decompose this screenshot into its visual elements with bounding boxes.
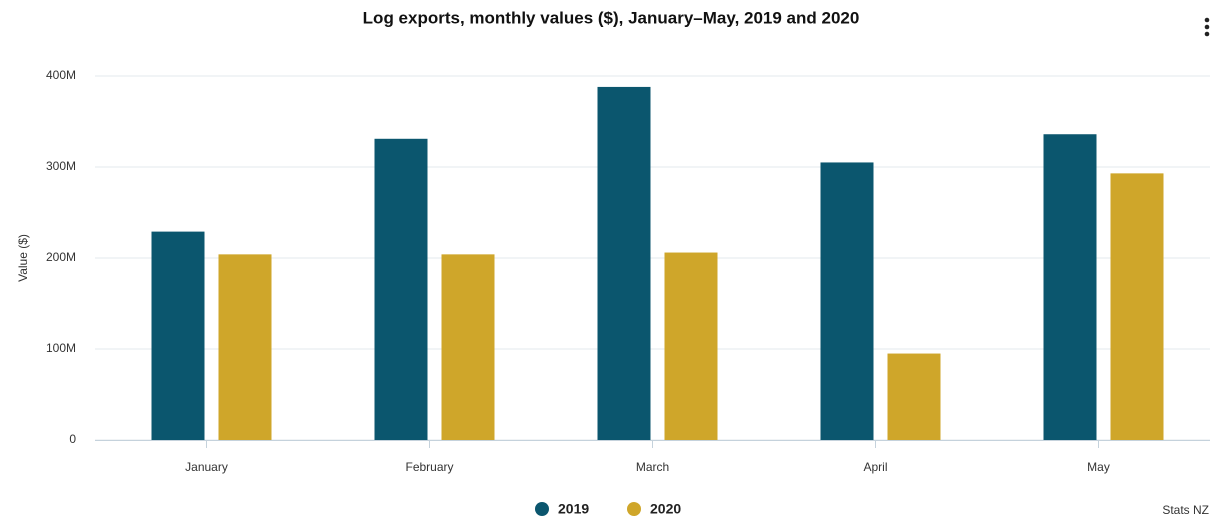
menu-button[interactable] <box>1204 17 1210 37</box>
x-tick-label: April <box>863 460 887 474</box>
x-tick-label: March <box>636 460 669 474</box>
bar <box>218 254 272 440</box>
y-tick-label: 300M <box>46 159 76 173</box>
bar <box>151 231 205 440</box>
chart-title: Log exports, monthly values ($), January… <box>363 8 860 27</box>
bar <box>1110 173 1164 440</box>
x-tick-label: May <box>1087 460 1110 474</box>
y-tick-label: 0 <box>69 432 76 446</box>
y-tick-label: 200M <box>46 250 76 264</box>
x-tick-label: January <box>185 460 228 474</box>
y-tick-label: 400M <box>46 68 76 82</box>
y-axis-label: Value ($) <box>16 234 30 282</box>
source: Stats NZ <box>1162 503 1209 517</box>
bar <box>597 86 651 441</box>
y-tick-label: 100M <box>46 341 76 355</box>
bar <box>820 162 874 440</box>
bar <box>374 138 428 441</box>
bar <box>441 254 495 440</box>
legend-label: 2020 <box>650 501 681 517</box>
bar <box>664 252 718 440</box>
legend-marker <box>535 502 549 516</box>
legend-label: 2019 <box>558 501 589 517</box>
bar <box>1043 134 1097 441</box>
bar <box>887 353 941 440</box>
x-tick-label: February <box>405 460 453 474</box>
legend-marker <box>627 502 641 516</box>
